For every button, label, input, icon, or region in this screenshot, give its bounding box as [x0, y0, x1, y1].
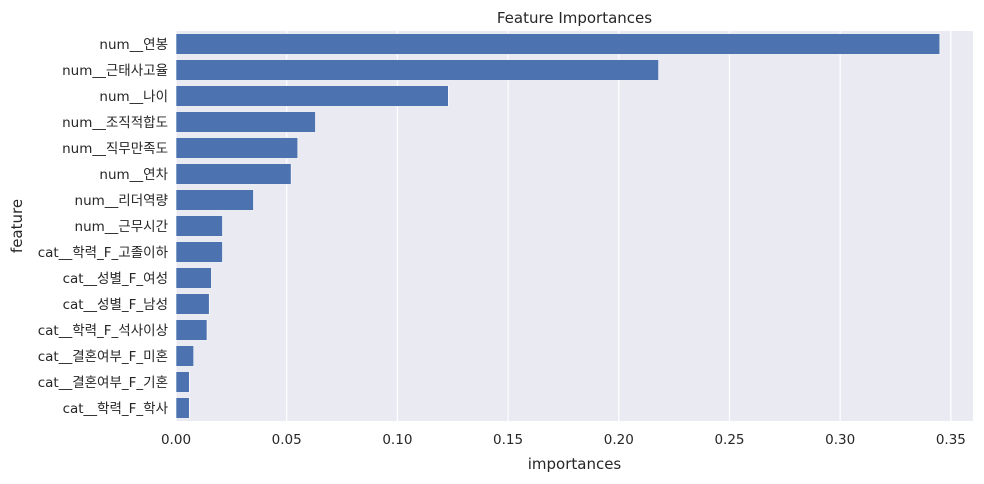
bar [175, 59, 659, 81]
x-tick-label: 0.15 [493, 432, 523, 448]
y-category-label: cat__성별_F_여성 [63, 271, 168, 287]
bar [175, 267, 212, 289]
y-category-label: num__조직적합도 [62, 115, 168, 131]
x-tick-label: 0.10 [382, 432, 412, 448]
x-tick-label: 0.05 [272, 432, 302, 448]
x-tick-label: 0.20 [604, 432, 634, 448]
bar [175, 241, 223, 263]
y-category-label: cat__학력_F_학사 [63, 401, 169, 417]
y-category-label: num__근태사고율 [62, 63, 168, 79]
x-tick-labels: 0.00 0.05 0.10 0.15 0.20 0.25 0.30 0.35 [161, 432, 966, 448]
x-tick-label: 0.00 [161, 432, 191, 448]
bar [175, 189, 254, 211]
x-tick-label: 0.30 [825, 432, 855, 448]
x-axis-label: importances [528, 455, 622, 473]
bar [175, 345, 195, 367]
y-axis-label: feature [8, 199, 26, 253]
y-category-label: num__근무시간 [75, 219, 168, 235]
bars [175, 33, 941, 419]
y-category-label: cat__학력_F_고졸이하 [38, 245, 169, 261]
bar [175, 33, 941, 55]
y-category-label: num__나이 [99, 89, 168, 105]
y-category-label: cat__결혼여부_F_기혼 [38, 375, 168, 391]
bar [175, 319, 208, 341]
y-category-label: num__연봉 [99, 37, 168, 53]
y-category-label: cat__학력_F_석사이상 [38, 323, 168, 339]
bar [175, 397, 190, 419]
bar [175, 137, 299, 159]
y-category-labels: num__연봉 num__근태사고율 num__나이 num__조직적합도 num__직… [38, 37, 169, 417]
y-category-label: num__직무만족도 [62, 141, 168, 157]
x-tick-label: 0.25 [714, 432, 744, 448]
bar [175, 85, 449, 107]
bar [175, 163, 292, 185]
y-category-label: num__리더역량 [75, 193, 168, 209]
bar [175, 111, 316, 133]
x-tick-label: 0.35 [936, 432, 966, 448]
bar [175, 371, 190, 393]
y-category-label: cat__성별_F_남성 [63, 297, 168, 313]
y-category-label: num__연차 [99, 167, 168, 183]
bar [175, 215, 223, 237]
chart-title: Feature Importances [497, 9, 652, 27]
y-category-label: cat__결혼여부_F_미혼 [38, 349, 168, 365]
bar [175, 293, 210, 315]
